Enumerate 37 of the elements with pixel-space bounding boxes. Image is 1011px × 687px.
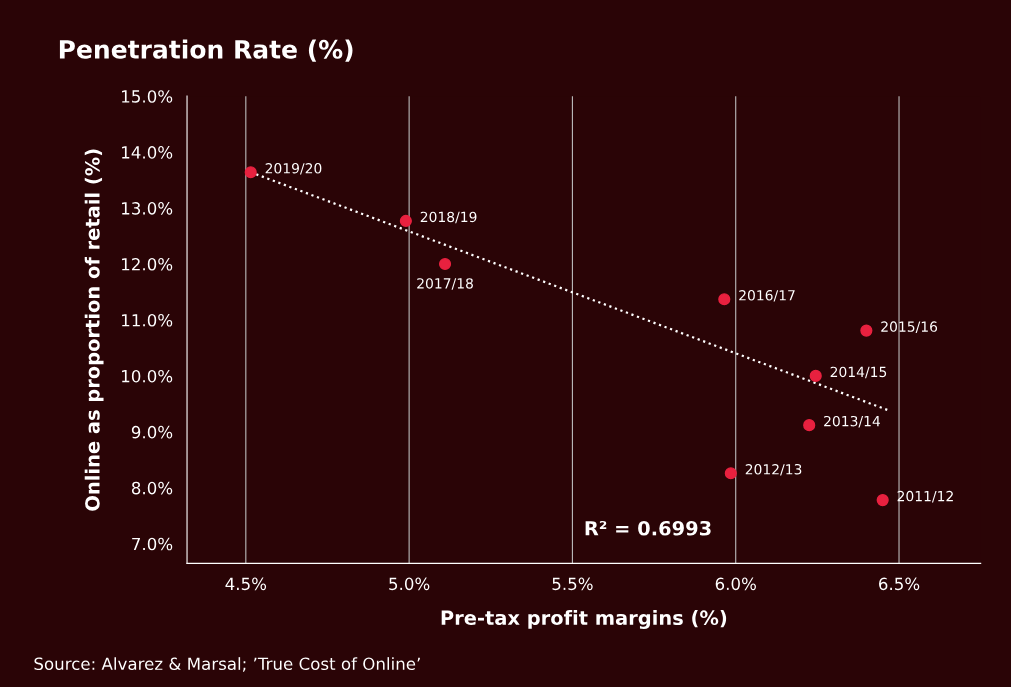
point [809, 369, 822, 382]
x-tick-label: 4.5% [225, 577, 267, 591]
y-tick-label: 7.0% [132, 537, 173, 551]
chart-title: Penetration Rate (%) [59, 39, 353, 62]
y-tick-label: 10.0% [122, 369, 173, 383]
annotation: 2015/16 [881, 321, 938, 333]
point [438, 257, 452, 271]
point [244, 166, 257, 179]
y-tick-label: 12.0% [122, 257, 173, 271]
point [718, 293, 731, 306]
y-tick-label: 9.0% [131, 425, 173, 439]
annotation: 2016/17 [739, 290, 795, 302]
annotation: 2013/14 [824, 415, 881, 428]
x-tick-label: 5.5% [552, 577, 593, 591]
source-note: Source: Alvarez & Marsal; ’True Cost of Online’ [34, 657, 420, 672]
x-tick-label: 5.0% [389, 577, 430, 591]
y-tick-label: 13.0% [122, 202, 173, 215]
x-axis-title: Pre-tax profit margins (%) [441, 610, 727, 629]
annotation: 2014/15 [830, 366, 887, 379]
annotation: 2018/19 [420, 211, 477, 224]
x-tick-label: 6.5% [879, 577, 920, 591]
point [724, 467, 737, 480]
y-tick-label: 14.0% [122, 146, 173, 159]
y-tick-label: 15.0% [122, 90, 173, 103]
y-axis-title: Online as proportion of retail (%) [84, 149, 104, 511]
y-tick-label: 8.0% [131, 481, 173, 495]
x-tick-label: 6.0% [715, 577, 756, 591]
y-tick-label: 11.0% [122, 313, 173, 327]
annotation: 2012/13 [745, 464, 802, 476]
point [803, 419, 816, 432]
annotation: R² = 0.6993 [585, 520, 711, 536]
point [399, 214, 412, 228]
annotation: 2017/18 [417, 278, 473, 290]
point [860, 324, 873, 337]
annotation: 2011/12 [897, 490, 953, 503]
point [876, 494, 889, 507]
annotation: 2019/20 [265, 163, 322, 175]
